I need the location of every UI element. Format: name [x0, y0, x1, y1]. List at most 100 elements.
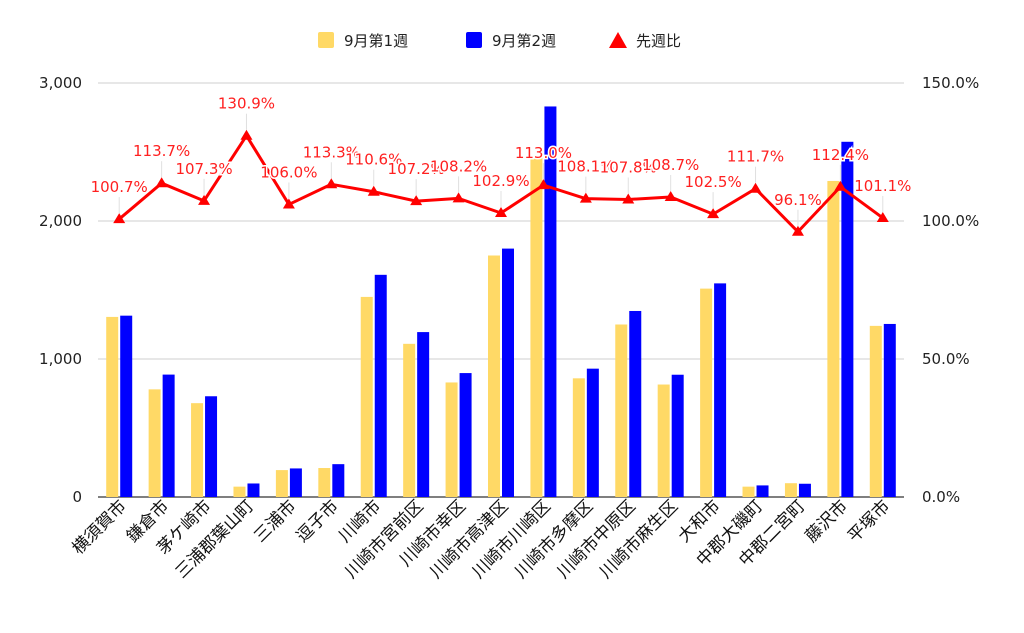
bar-week1: [318, 468, 331, 497]
ratio-point-marker: [367, 185, 380, 196]
ratio-point-marker: [707, 208, 720, 219]
legend-label-ratio: 先週比: [636, 32, 681, 50]
y-left-tick-label: 1,000: [39, 350, 82, 368]
bar-week1: [403, 343, 416, 497]
legend-label-week2: 9月第2週: [492, 32, 556, 50]
ratio-data-label: 108.1%: [557, 158, 614, 176]
legend-swatch-week1: [318, 32, 334, 48]
gridlines: [98, 82, 904, 498]
bar-week1: [615, 324, 628, 497]
bar-week2: [671, 374, 684, 497]
bar-week1: [742, 486, 755, 497]
ratio-data-label: 113.0%: [515, 144, 572, 162]
bar-week2: [162, 374, 175, 497]
ratio-data-label: 108.7%: [642, 156, 699, 174]
bar-week2: [417, 332, 430, 497]
y-left-tick-label: 0: [72, 488, 82, 506]
ratio-data-label: 107.3%: [175, 160, 232, 178]
legend-marker-ratio: [609, 32, 627, 48]
y-left-tick-label: 2,000: [39, 212, 82, 230]
ratio-data-label: 107.2%: [388, 160, 445, 178]
bar-week2: [247, 483, 260, 497]
ratio-point-marker: [791, 225, 804, 236]
ratio-point-marker: [664, 190, 677, 201]
ratio-point-marker: [579, 192, 592, 203]
category-label: 藤沢市: [802, 496, 852, 546]
ratio-data-label: 106.0%: [260, 163, 317, 181]
ratio-point-marker: [495, 206, 507, 217]
bar-week1: [700, 288, 713, 497]
ratio-data-label: 102.9%: [472, 172, 529, 190]
ratio-point-marker: [282, 198, 295, 209]
bar-week1: [233, 486, 246, 497]
bar-week2: [374, 274, 387, 497]
ratio-point-marker: [240, 129, 253, 140]
ratio-data-label: 111.7%: [727, 148, 784, 166]
ratio-data-label: 110.6%: [345, 151, 402, 169]
ratio-data-label: 113.7%: [133, 142, 190, 160]
bar-week1: [275, 470, 288, 497]
ratio-point-marker: [198, 194, 211, 205]
ratio-point-marker: [537, 179, 550, 190]
ratio-data-label: 101.1%: [854, 177, 911, 195]
ratio-data-label: 112.4%: [812, 146, 869, 164]
bar-week1: [191, 403, 204, 497]
bar-week2: [586, 368, 599, 497]
bar-week2: [459, 373, 472, 497]
legend-label-week1: 9月第1週: [344, 32, 408, 50]
bar-week2: [502, 248, 514, 497]
left-axis-ticks: 0 1,000 2,000 3,000: [39, 74, 82, 506]
ratio-data-label: 100.7%: [91, 178, 148, 196]
bar-week2: [120, 315, 133, 497]
y-right-tick-label: 100.0%: [922, 212, 979, 230]
ratio-data-label: 102.5%: [685, 173, 742, 191]
bar-week1: [869, 325, 882, 497]
bar-week1: [106, 316, 119, 497]
ratio-point-marker: [410, 195, 423, 206]
bar-week1: [657, 384, 670, 497]
bar-week1: [445, 382, 458, 497]
ratio-data-label: 107.8%: [600, 158, 657, 176]
bar-week2: [544, 106, 557, 498]
bars: [106, 106, 896, 498]
category-labels: 横須賀市鎌倉市茅ケ崎市三浦郡葉山町三浦市逗子市川崎市川崎市宮前区川崎市幸区川崎市…: [69, 496, 895, 582]
category-label: 逗子市: [293, 496, 343, 546]
bar-week2: [798, 483, 811, 497]
legend-swatch-week2: [466, 32, 482, 48]
y-left-tick-label: 3,000: [39, 74, 82, 92]
ratio-data-label: 113.3%: [303, 143, 360, 161]
ratio-line: 100.7% 113.7%107.3% 130.9% 106.0% 113.3%110.…: [89, 93, 913, 236]
ratio-data-label: 130.9%: [218, 95, 275, 113]
ratio-data-label: 108.2%: [430, 157, 487, 175]
bar-week2: [756, 485, 769, 497]
ratio-point-marker: [622, 193, 635, 204]
right-axis-ticks: 0.0% 50.0% 100.0% 150.0%: [922, 74, 979, 506]
ratio-point-marker: [749, 182, 762, 193]
y-right-tick-label: 0.0%: [922, 488, 960, 506]
category-label: 三浦市: [250, 496, 300, 546]
y-right-tick-label: 50.0%: [922, 350, 970, 368]
bar-week1: [148, 389, 161, 497]
ratio-point-marker: [834, 180, 847, 191]
bar-week2: [841, 141, 854, 497]
bar-week1: [784, 483, 797, 497]
bar-week1: [572, 378, 585, 497]
bar-week2: [629, 310, 642, 497]
y-right-tick-label: 150.0%: [922, 74, 979, 92]
bar-week1: [488, 255, 500, 497]
bar-week2: [332, 464, 345, 497]
bar-week1: [360, 296, 373, 497]
ratio-point-marker: [325, 178, 338, 189]
bar-week1: [530, 156, 543, 497]
legend: 9月第1週 9月第2週 先週比: [318, 32, 681, 50]
bar-week2: [289, 468, 302, 497]
bar-week1: [827, 180, 840, 498]
ratio-point-marker: [113, 213, 126, 224]
ratio-point-marker: [155, 177, 168, 188]
ratio-data-label: 96.1%: [774, 191, 822, 209]
ratio-point-marker: [876, 211, 889, 222]
bar-week2: [714, 283, 727, 497]
ratio-point-marker: [452, 192, 465, 203]
category-label: 平塚市: [844, 496, 894, 546]
